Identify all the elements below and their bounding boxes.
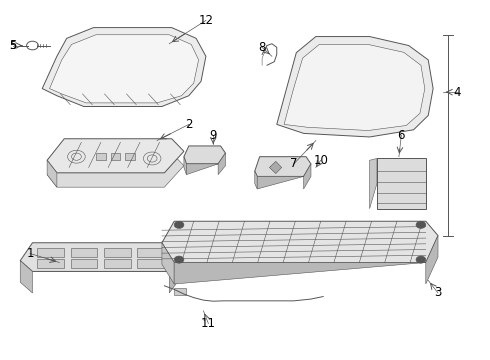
Polygon shape [104, 259, 131, 268]
Polygon shape [137, 259, 164, 268]
Text: 4: 4 [454, 86, 461, 99]
Polygon shape [162, 221, 438, 262]
Polygon shape [71, 248, 98, 257]
Polygon shape [104, 248, 131, 257]
Polygon shape [71, 259, 98, 268]
Polygon shape [255, 171, 257, 189]
Polygon shape [20, 243, 184, 271]
Polygon shape [270, 161, 282, 174]
Circle shape [416, 256, 426, 263]
Polygon shape [111, 153, 121, 160]
Polygon shape [37, 259, 64, 268]
Text: 5: 5 [9, 39, 17, 52]
Polygon shape [47, 153, 184, 187]
Polygon shape [186, 153, 225, 175]
Polygon shape [369, 158, 377, 209]
Polygon shape [174, 235, 438, 284]
Polygon shape [42, 28, 206, 107]
Polygon shape [96, 153, 106, 160]
Polygon shape [184, 146, 225, 164]
Polygon shape [184, 157, 186, 175]
Polygon shape [47, 139, 184, 173]
Polygon shape [377, 158, 426, 209]
Polygon shape [137, 248, 164, 257]
Polygon shape [47, 160, 57, 187]
Polygon shape [162, 243, 174, 284]
Text: 1: 1 [26, 247, 34, 260]
Text: 3: 3 [434, 287, 441, 300]
Text: 11: 11 [201, 317, 216, 330]
Text: 5: 5 [9, 41, 16, 50]
Polygon shape [284, 44, 425, 131]
Circle shape [416, 221, 426, 228]
Polygon shape [20, 261, 32, 293]
Polygon shape [277, 37, 433, 137]
Circle shape [174, 221, 184, 228]
Text: 9: 9 [210, 129, 217, 142]
Polygon shape [37, 248, 64, 257]
Text: 7: 7 [290, 157, 297, 170]
Text: 2: 2 [185, 118, 193, 131]
Polygon shape [49, 35, 198, 103]
Polygon shape [169, 252, 184, 293]
Polygon shape [257, 164, 311, 189]
Text: 10: 10 [313, 154, 328, 167]
Polygon shape [174, 288, 186, 296]
Circle shape [174, 256, 184, 263]
Text: 8: 8 [258, 41, 266, 54]
Polygon shape [125, 153, 135, 160]
Text: 6: 6 [397, 129, 405, 142]
Polygon shape [255, 157, 311, 176]
Text: 12: 12 [198, 14, 214, 27]
